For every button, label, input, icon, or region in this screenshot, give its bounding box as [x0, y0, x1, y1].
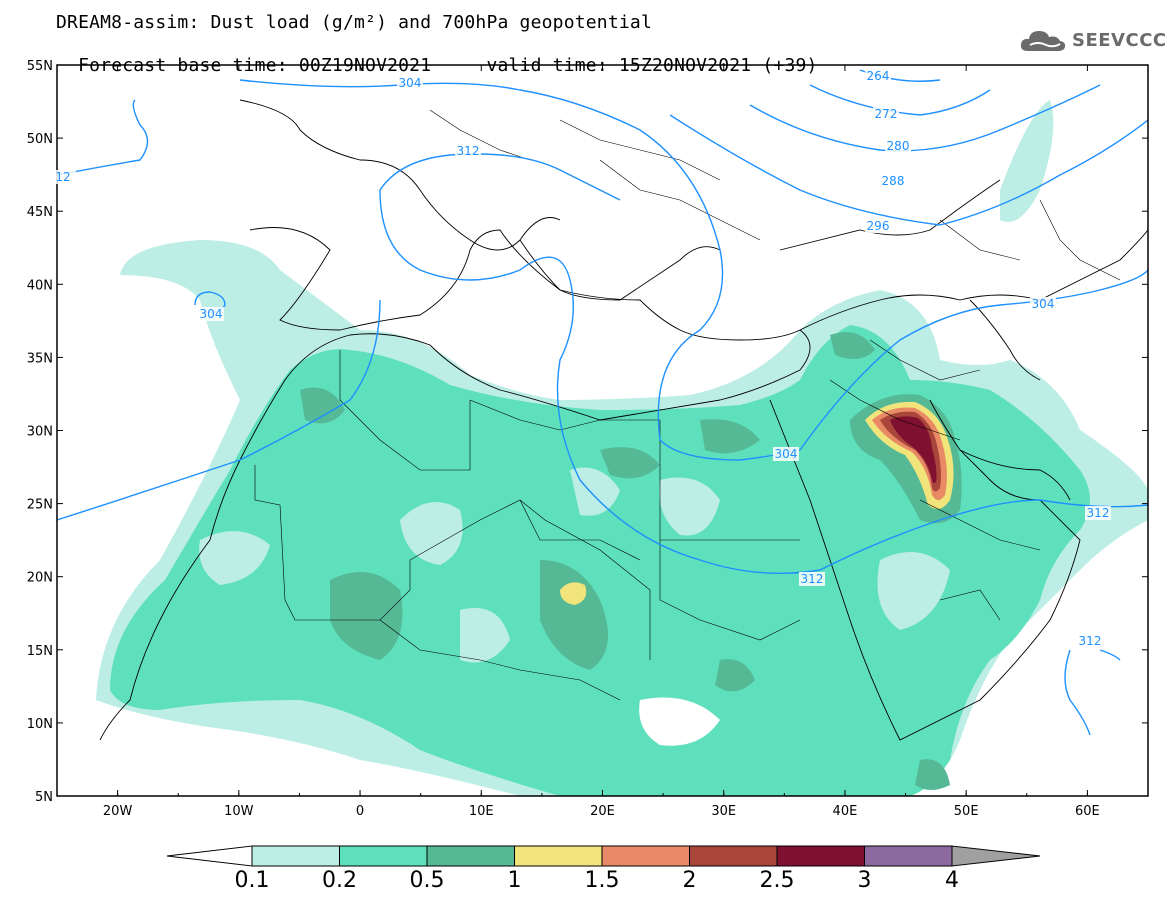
lat-label: 50N	[27, 132, 53, 147]
colorbar-arrow-high	[951, 845, 1041, 867]
colorbar-label: 0.1	[234, 868, 270, 893]
lon-label: 0	[356, 804, 364, 819]
lat-label: 20N	[27, 571, 53, 586]
lat-label: 45N	[27, 205, 53, 220]
colorbar-swatch	[776, 845, 865, 867]
colorbar-swatch	[339, 845, 428, 867]
contour-label-bg	[1030, 297, 1056, 311]
contour-label-bg	[885, 139, 911, 153]
contour-label: 280	[887, 139, 910, 153]
contour-label: 288	[882, 174, 905, 188]
lon-label: 20E	[590, 804, 615, 819]
colorbar-label: 1	[507, 868, 522, 893]
colorbar-label: 1.5	[584, 868, 620, 893]
colorbar-label: 2.5	[759, 868, 795, 893]
lon-label: 30E	[711, 804, 736, 819]
chart-title: DREAM8-assim: Dust load (g/m²) and 700hP…	[56, 12, 652, 33]
contour-labels: 264 272 280 288 296 304 304 304 304 312 312 312 312 1…	[50, 69, 1111, 648]
contour-label: 304	[775, 447, 798, 461]
contour-label-bg	[455, 144, 481, 158]
longitude-labels: 20W 10W 0 10E 20E 30E 40E 50E 60E	[103, 804, 1100, 819]
colorbar-swatch	[426, 845, 515, 867]
contour-label-bg	[880, 174, 906, 188]
contour-label: 304	[1032, 297, 1055, 311]
lon-label: 60E	[1075, 804, 1100, 819]
country-borders	[254, 109, 1121, 701]
contour-label: 272	[875, 107, 898, 121]
lat-label: 35N	[27, 351, 53, 366]
lon-label: 40E	[833, 804, 858, 819]
lat-label: 30N	[27, 425, 53, 440]
lat-label: 5N	[35, 790, 53, 805]
colorbar-swatch	[514, 845, 603, 867]
contour-label-bg	[1077, 634, 1103, 648]
contour-label-bg	[865, 219, 891, 233]
contour-label-bg	[198, 307, 224, 321]
contour-label-bg	[397, 76, 423, 90]
latitude-labels: 55N 50N 45N 40N 35N 30N 25N 20N 15N 10N 5N	[27, 59, 53, 805]
lon-label: 20W	[103, 804, 133, 819]
lat-label: 15N	[27, 644, 53, 659]
colorbar-swatch	[689, 845, 778, 867]
lat-label: 25N	[27, 498, 53, 513]
cloud-icon	[1020, 31, 1066, 51]
lon-label: 10W	[224, 804, 254, 819]
dust-field	[96, 100, 1148, 796]
logo-text: SEEVCCC	[1072, 30, 1165, 51]
colorbar-swatch	[864, 845, 953, 867]
contour-label: 312	[1087, 506, 1110, 520]
colorbar-label: 0.2	[322, 868, 357, 893]
contour-label: 304	[399, 76, 422, 90]
lat-label: 55N	[27, 59, 53, 74]
contour-label-bg	[873, 107, 899, 121]
lat-label: 40N	[27, 278, 53, 293]
lon-label: 50E	[954, 804, 979, 819]
coastlines	[99, 99, 1148, 741]
contour-label-bg	[865, 69, 891, 83]
colorbar-arrow-low	[166, 845, 253, 867]
contour-label: 312	[1079, 634, 1102, 648]
contour-label: 12	[55, 170, 70, 184]
contour-label: 264	[867, 69, 890, 83]
contour-label: 296	[867, 219, 890, 233]
colorbar-swatch	[251, 845, 340, 867]
contour-label-bg	[773, 447, 799, 461]
lat-label: 10N	[27, 717, 53, 732]
axis-ticks	[56, 64, 1149, 797]
seevccc-logo: SEEVCCC	[1018, 26, 1165, 58]
contour-label-bg	[50, 170, 76, 184]
colorbar-label: 0.5	[409, 868, 445, 893]
contour-label: 312	[801, 572, 824, 586]
colorbar-label: 3	[857, 868, 872, 893]
colorbar	[166, 845, 1041, 867]
contour-label: 312	[457, 144, 480, 158]
colorbar-label: 2	[682, 868, 697, 893]
lon-label: 10E	[469, 804, 494, 819]
colorbar-swatch	[601, 845, 690, 867]
contour-label-bg	[1085, 506, 1111, 520]
contour-label: 304	[200, 307, 223, 321]
contour-label-bg	[799, 572, 825, 586]
colorbar-label: 4	[945, 868, 959, 893]
